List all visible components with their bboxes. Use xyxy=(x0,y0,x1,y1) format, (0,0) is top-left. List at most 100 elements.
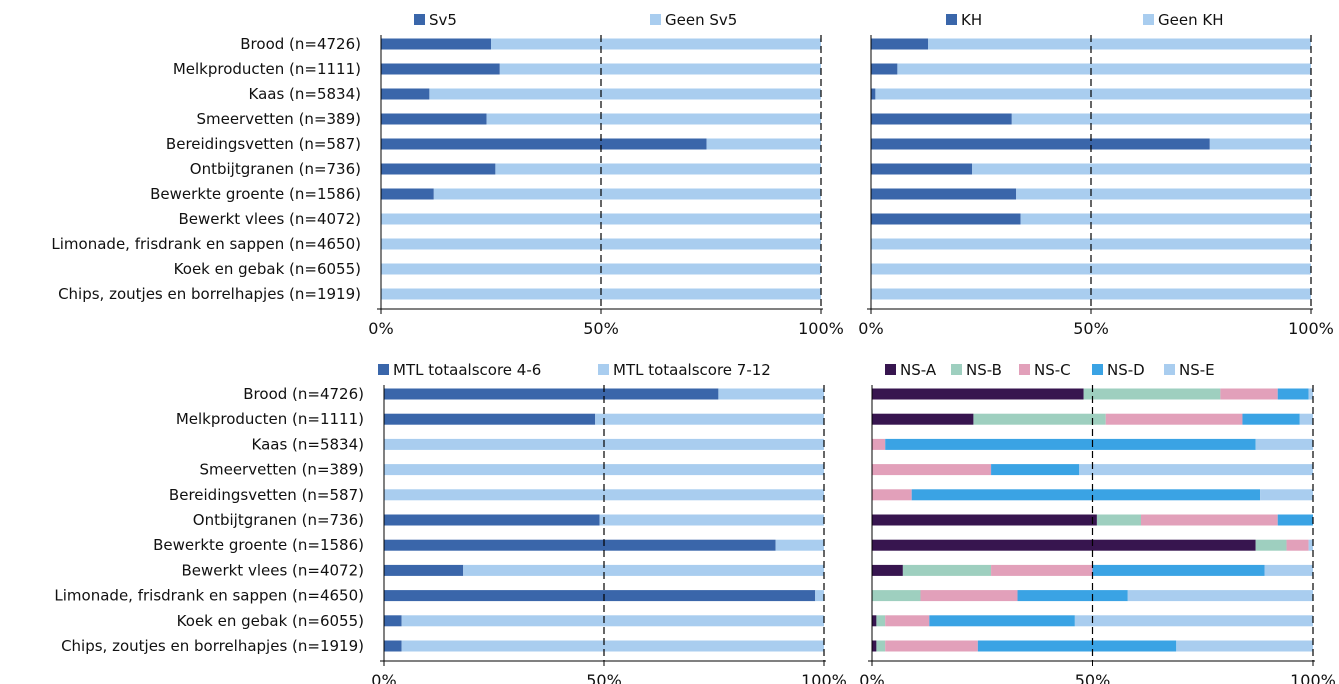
bar-ns-a-bewerkt-vlees xyxy=(872,564,903,576)
category-label: Bewerkt vlees (n=4072) xyxy=(178,210,361,228)
category-label: Ontbijtgranen (n=736) xyxy=(193,511,364,529)
bar-kh-ontbijtgranen xyxy=(871,163,973,175)
bar-kh-brood xyxy=(871,38,929,50)
category-label: Bereidingsvetten (n=587) xyxy=(166,135,361,153)
bar-ns-c-bewerkte-groente xyxy=(1286,539,1309,551)
bar-sv5-bereidingsvetten xyxy=(381,138,707,150)
bar-ns-b-koek-en-gebak xyxy=(876,615,886,627)
category-label: Melkproducten (n=1111) xyxy=(173,60,361,78)
bar-ns-c-bereidingsvetten xyxy=(872,489,912,501)
bar-kh-bewerkte-groente xyxy=(871,188,1017,200)
legend-label-sv5: Sv5 xyxy=(429,11,457,29)
x-tick-label: 100% xyxy=(1288,319,1334,338)
bar-geen-kh-smeervetten xyxy=(1011,113,1311,125)
bar-kh-kaas xyxy=(871,88,876,100)
bar-ns-a-chips-zoutjes-en-borrelhapjes xyxy=(872,640,877,652)
bar-geen-sv5-kaas xyxy=(429,88,821,100)
category-label: Bereidingsvetten (n=587) xyxy=(169,486,364,504)
bar-ns-e-bewerkte-groente xyxy=(1308,539,1313,551)
bar-geen-sv5-bereidingsvetten xyxy=(706,138,821,150)
chart-panel-3: Brood (n=4726) Melkproducten (n=1111) Kaas… xyxy=(54,361,846,684)
bar-mtl-totaalscore-4-6-bewerkte-groente xyxy=(384,539,776,551)
x-tick-label: 50% xyxy=(586,671,622,684)
bar-ns-a-brood xyxy=(872,388,1084,400)
category-label: Melkproducten (n=1111) xyxy=(176,410,364,428)
bar-kh-bewerkt-vlees xyxy=(871,213,1021,225)
chart-panel-2: 0% 50% 100% KH Geen KH xyxy=(858,11,1334,338)
x-tick-label: 0% xyxy=(371,671,396,684)
category-label: Kaas (n=5834) xyxy=(252,435,365,453)
x-tick-label: 50% xyxy=(1075,671,1111,684)
x-tick-label: 0% xyxy=(859,671,884,684)
bar-ns-e-chips-zoutjes-en-borrelhapjes xyxy=(1176,640,1313,652)
bar-mtl-totaalscore-7-12-chips-zoutjes-en-borrelhapjes xyxy=(401,640,824,652)
legend-swatch-geen-sv5 xyxy=(650,14,661,25)
bar-ns-d-bereidingsvetten xyxy=(911,489,1261,501)
bar-geen-kh-brood xyxy=(928,38,1311,50)
bar-geen-sv5-ontbijtgranen xyxy=(495,163,821,175)
category-label: Limonade, frisdrank en sappen (n=4650) xyxy=(54,587,364,605)
legend-swatch-ns-d xyxy=(1092,364,1103,375)
bar-ns-b-ontbijtgranen xyxy=(1096,514,1142,526)
bar-ns-c-kaas xyxy=(872,438,886,450)
legend-swatch-geen-kh xyxy=(1143,14,1154,25)
bar-geen-sv5-melkproducten xyxy=(499,63,821,75)
bar-mtl-totaalscore-4-6-koek-en-gebak xyxy=(384,615,402,627)
bar-ns-b-bewerkt-vlees xyxy=(902,564,992,576)
legend-label-geen-kh: Geen KH xyxy=(1158,11,1223,29)
bar-ns-d-ontbijtgranen xyxy=(1277,514,1313,526)
bar-ns-e-bewerkt-vlees xyxy=(1264,564,1313,576)
category-label: Kaas (n=5834) xyxy=(249,85,362,103)
bar-ns-c-smeervetten xyxy=(872,464,992,476)
bar-ns-d-kaas xyxy=(885,438,1256,450)
legend-label-ns-b: NS-B xyxy=(966,361,1002,379)
bar-sv5-bewerkte-groente xyxy=(381,188,434,200)
bar-mtl-totaalscore-7-12-bewerkte-groente xyxy=(775,539,824,551)
bar-ns-d-bewerkt-vlees xyxy=(1092,564,1265,576)
bar-ns-e-smeervetten xyxy=(1079,464,1313,476)
bar-mtl-totaalscore-4-6-melkproducten xyxy=(384,413,596,425)
category-label: Chips, zoutjes en borrelhapjes (n=1919) xyxy=(61,637,364,655)
chart-panel-1: Brood (n=4726) Melkproducten (n=1111) Kaas… xyxy=(51,11,843,338)
legend-swatch-mtl-totaalscore-4-6 xyxy=(378,364,389,375)
bar-sv5-melkproducten xyxy=(381,63,500,75)
bar-ns-b-limonade-frisdrank-en-sappen xyxy=(872,590,921,602)
category-label: Smeervetten (n=389) xyxy=(199,461,364,479)
bar-mtl-totaalscore-7-12-bewerkt-vlees xyxy=(463,564,824,576)
legend-swatch-ns-a xyxy=(885,364,896,375)
bar-ns-c-limonade-frisdrank-en-sappen xyxy=(920,590,1018,602)
bar-ns-e-kaas xyxy=(1255,438,1313,450)
bar-ns-c-chips-zoutjes-en-borrelhapjes xyxy=(885,640,978,652)
bar-mtl-totaalscore-4-6-chips-zoutjes-en-borrelhapjes xyxy=(384,640,402,652)
bar-mtl-totaalscore-7-12-smeervetten xyxy=(384,464,824,476)
bar-ns-d-brood xyxy=(1277,388,1309,400)
chart-panel-4: 0% 50% 100% NS-A NS-B NS-C NS-D NS-E xyxy=(859,361,1336,684)
bar-geen-kh-kaas xyxy=(875,88,1311,100)
category-label: Bewerkt vlees (n=4072) xyxy=(181,561,364,579)
bar-geen-kh-bewerkte-groente xyxy=(1016,188,1311,200)
legend-swatch-kh xyxy=(946,14,957,25)
legend-label-geen-sv5: Geen Sv5 xyxy=(665,11,737,29)
legend-swatch-mtl-totaalscore-7-12 xyxy=(598,364,609,375)
x-tick-label: 100% xyxy=(798,319,844,338)
bar-mtl-totaalscore-4-6-limonade-frisdrank-en-sappen xyxy=(384,590,816,602)
bar-geen-kh-bewerkt-vlees xyxy=(1020,213,1311,225)
bar-mtl-totaalscore-7-12-ontbijtgranen xyxy=(599,514,824,526)
legend-label-ns-e: NS-E xyxy=(1179,361,1215,379)
bar-ns-c-bewerkt-vlees xyxy=(991,564,1093,576)
category-label: Smeervetten (n=389) xyxy=(196,110,361,128)
legend-swatch-ns-e xyxy=(1164,364,1175,375)
bar-mtl-totaalscore-4-6-brood xyxy=(384,388,719,400)
legend-label-mtl-totaalscore-7-12: MTL totaalscore 7-12 xyxy=(613,361,771,379)
bar-geen-kh-bereidingsvetten xyxy=(1209,138,1311,150)
x-tick-label: 50% xyxy=(583,319,619,338)
legend-label-kh: KH xyxy=(961,11,982,29)
category-label: Brood (n=4726) xyxy=(243,385,364,403)
category-label: Bewerkte groente (n=1586) xyxy=(153,536,364,554)
bar-mtl-totaalscore-7-12-koek-en-gebak xyxy=(401,615,824,627)
category-label: Bewerkte groente (n=1586) xyxy=(150,185,361,203)
bar-kh-smeervetten xyxy=(871,113,1012,125)
bar-geen-kh-melkproducten xyxy=(897,63,1311,75)
bar-ns-d-smeervetten xyxy=(991,464,1080,476)
bar-mtl-totaalscore-4-6-ontbijtgranen xyxy=(384,514,600,526)
